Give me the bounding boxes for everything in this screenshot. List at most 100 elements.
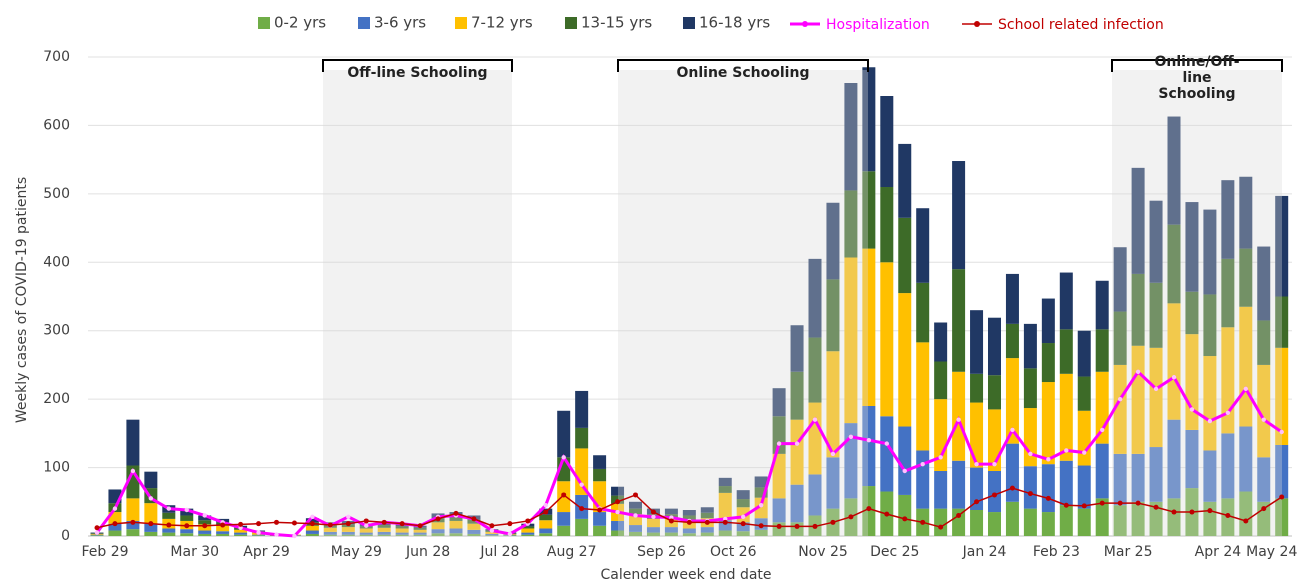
bar-segment <box>682 515 696 521</box>
bar-segment <box>575 518 589 536</box>
bar-segment <box>557 512 571 526</box>
line-marker <box>507 521 513 527</box>
bar-segment <box>898 293 912 427</box>
bar-segment <box>1275 444 1289 499</box>
line-marker <box>974 461 979 467</box>
line-marker <box>794 523 800 529</box>
line-marker <box>1135 369 1141 374</box>
line-marker <box>848 434 854 439</box>
line-marker <box>381 519 387 525</box>
bar-segment <box>305 525 319 531</box>
line-marker <box>238 525 243 530</box>
bar-segment <box>754 529 768 536</box>
x-tick-label: Dec 25 <box>870 544 919 560</box>
bar-segment <box>1131 273 1145 346</box>
x-tick-label: Sep 26 <box>637 544 686 560</box>
bar-segment <box>629 508 642 515</box>
bar-segment <box>790 371 804 420</box>
x-tick-label: Jan 24 <box>962 544 1007 560</box>
bar-segment <box>395 526 409 529</box>
line-marker <box>543 509 549 515</box>
bar-segment <box>575 390 589 428</box>
bar-segment <box>1113 453 1127 506</box>
line-marker <box>184 507 189 513</box>
bar-segment <box>718 492 732 521</box>
bar-segment <box>305 533 319 536</box>
line-marker <box>1261 417 1266 422</box>
bar-segment <box>198 530 212 534</box>
line-marker <box>399 521 405 527</box>
bar-segment <box>736 490 750 500</box>
bar-segment <box>593 468 607 482</box>
bar-segment <box>718 530 732 536</box>
bar-segment <box>575 448 589 495</box>
line-marker <box>1099 500 1105 506</box>
y-tick-label: 300 <box>43 323 70 339</box>
line-marker <box>633 492 638 498</box>
line-marker <box>184 523 190 529</box>
bar-segment <box>1149 282 1163 348</box>
line-marker <box>669 515 674 520</box>
bar-segment <box>216 531 230 534</box>
legend-label: School related infection <box>998 17 1164 33</box>
bar-segment <box>521 528 535 533</box>
bar-segment <box>1023 508 1037 536</box>
bar-segment <box>736 531 750 536</box>
bar-segment <box>413 534 427 536</box>
bar-segment <box>700 507 714 513</box>
bar-segment <box>485 533 499 536</box>
bar-segment <box>1041 382 1055 465</box>
bar-segment <box>970 467 984 510</box>
x-tick-label: Feb 23 <box>1033 544 1080 560</box>
bar-segment <box>1077 410 1091 466</box>
bar-segment <box>1059 272 1073 330</box>
y-axis-label: Weekly cases of COVID-19 patients <box>14 177 30 423</box>
bar-segment <box>1131 501 1145 536</box>
line-marker <box>291 520 297 526</box>
bar-segment <box>1113 364 1127 454</box>
bar-segment <box>449 528 463 534</box>
x-axis-label: Calender week end date <box>600 567 771 583</box>
line-marker <box>1009 485 1015 491</box>
legend-swatch <box>455 17 467 29</box>
bar-segment <box>1167 498 1181 536</box>
bar-segment <box>180 533 194 536</box>
legend-swatch <box>683 17 695 29</box>
x-tick-label: May 24 <box>1246 544 1297 560</box>
bar-segment <box>395 528 409 533</box>
bar-segment <box>772 388 786 417</box>
bar-segment <box>826 457 840 509</box>
bar-segment <box>1203 356 1217 451</box>
x-tick-label: Oct 26 <box>710 544 757 560</box>
line-marker <box>1153 504 1159 510</box>
bar-segment <box>234 534 248 536</box>
y-tick-label: 700 <box>43 49 70 65</box>
bar-segment <box>1239 491 1253 536</box>
line-marker <box>489 528 495 533</box>
bar-segment <box>1149 501 1163 536</box>
line-marker <box>1171 509 1177 515</box>
legend-label: 13-15 yrs <box>581 14 652 32</box>
bar-segment <box>449 520 463 529</box>
bar-segment <box>539 528 553 534</box>
region-bracket <box>1111 59 1283 72</box>
bar-segment <box>377 527 391 532</box>
bar-segment <box>162 512 176 519</box>
bar-segment <box>790 325 804 372</box>
y-tick-label: 400 <box>43 254 70 270</box>
line-marker <box>794 441 800 446</box>
x-tick-label: Aug 27 <box>547 544 597 560</box>
bar-segment <box>198 520 212 525</box>
bar-segment <box>1167 303 1181 420</box>
line-marker <box>920 519 926 525</box>
bar-segment <box>664 532 678 536</box>
region-label: Off-line Schooling <box>347 65 488 81</box>
x-tick-label: Mar 30 <box>170 544 219 560</box>
bar-segment <box>844 257 858 424</box>
bar-segment <box>144 531 158 536</box>
bar-segment <box>1023 323 1037 369</box>
bar-segment <box>467 519 481 524</box>
bar-segment <box>1131 167 1145 274</box>
